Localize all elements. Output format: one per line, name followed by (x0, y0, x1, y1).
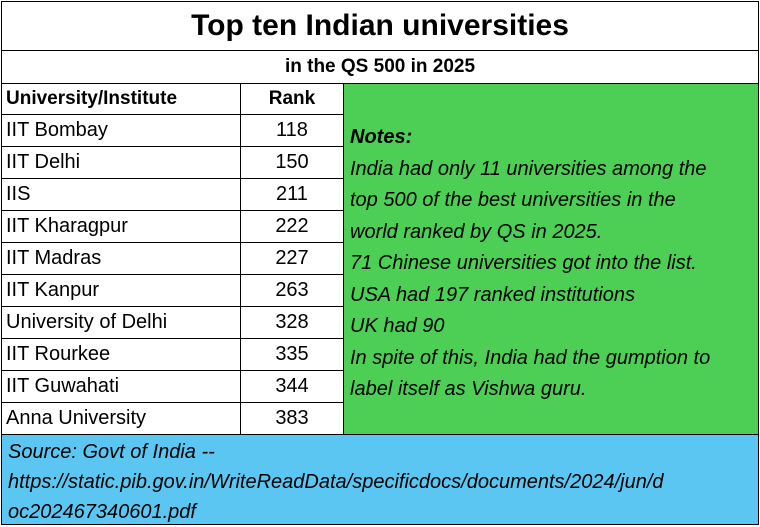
page-subtitle: in the QS 500 in 2025 (1, 50, 759, 84)
table-row-name: IIT Rourkee (1, 338, 241, 371)
table-row-rank: 328 (240, 306, 344, 339)
notes-line: In spite of this, India had the gumption… (350, 346, 711, 369)
table-row-rank: 222 (240, 210, 344, 243)
table-row-rank: 227 (240, 242, 344, 275)
table-row-rank: 383 (240, 402, 344, 435)
table-row-rank: 344 (240, 370, 344, 403)
notes-line: India had only 11 universities among the (350, 157, 707, 180)
source-box: Source: Govt of India -- https://static.… (1, 434, 759, 525)
table-row-rank: 211 (240, 178, 344, 211)
table-row-rank: 263 (240, 274, 344, 307)
source-link: oc202467340601.pdf (8, 501, 196, 523)
notes-line: label itself as Vishwa guru. (350, 378, 587, 400)
table-row-name: IIT Madras (1, 242, 241, 275)
source-line: Source: Govt of India -- (8, 441, 215, 463)
notes-box: Notes: India had only 11 universities am… (343, 83, 759, 435)
notes-heading: Notes: (350, 126, 413, 148)
table-row-name: IIT Bombay (1, 114, 241, 147)
table-row-rank: 335 (240, 338, 344, 371)
column-header-rank: Rank (240, 83, 344, 115)
page-title: Top ten Indian universities (1, 1, 759, 51)
table-row-rank: 118 (240, 114, 344, 147)
notes-line: top 500 of the best universities in the (350, 189, 676, 211)
notes-line: 71 Chinese universities got into the lis… (350, 252, 697, 274)
notes-line: USA had 197 ranked institutions (350, 283, 635, 306)
notes-line: world ranked by QS in 2025. (350, 220, 603, 243)
table-row-name: IIS (1, 178, 241, 211)
table-row-rank: 150 (240, 146, 344, 179)
table-row-name: IIT Kanpur (1, 274, 241, 307)
notes-line: UK had 90 (350, 315, 445, 337)
table-row-name: Anna University (1, 402, 241, 435)
column-header-university: University/Institute (1, 83, 241, 115)
source-link: https://static.pib.gov.in/WriteReadData/… (8, 471, 664, 493)
table-row-name: IIT Guwahati (1, 370, 241, 403)
table-row-name: IIT Kharagpur (1, 210, 241, 243)
table-row-name: University of Delhi (1, 306, 241, 339)
table-row-name: IIT Delhi (1, 146, 241, 179)
